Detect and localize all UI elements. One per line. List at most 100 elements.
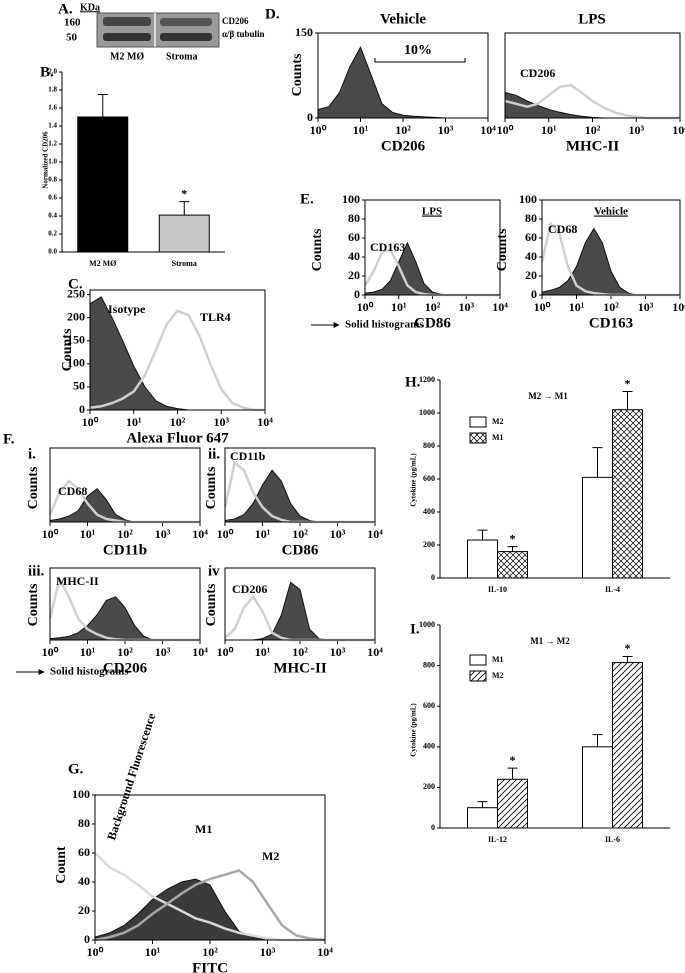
x-tick-label: 10¹ (569, 300, 585, 314)
marker-label: 50 (66, 32, 78, 44)
y-tick-label: 200 (67, 309, 85, 323)
y-axis-label: Count (54, 846, 69, 884)
plot-frame (224, 567, 376, 641)
y-axis-label: Counts (290, 53, 305, 96)
x-tick-label: 10⁰ (217, 527, 234, 541)
panel-label: ii. (208, 446, 220, 462)
y-tick-label: 100 (67, 356, 85, 370)
y-tick-label: 1200 (419, 375, 435, 384)
y-tick-label: 600 (423, 701, 435, 710)
y-axis-label: Counts (204, 466, 219, 509)
significance-mark: * (510, 531, 516, 545)
series-label: CD163 (370, 240, 405, 254)
significance-mark: * (510, 753, 516, 767)
panel-label: D. (265, 6, 280, 22)
x-axis-label: FITC (192, 960, 228, 973)
x-tick-label: 10³ (330, 645, 346, 659)
series-label: MHC-II (56, 574, 99, 588)
y-tick-label: 80 (78, 816, 90, 830)
y-tick-label: 600 (423, 474, 435, 483)
plot-frame (364, 199, 501, 296)
y-axis-label: Counts (310, 228, 325, 271)
x-tick-label: 10³ (155, 645, 171, 659)
histogram-area (317, 46, 488, 119)
y-tick-label: 0.4 (48, 212, 57, 220)
legend-swatch (469, 416, 487, 428)
y-tick-label: 20 (78, 903, 90, 917)
panel-label: E. (300, 191, 314, 207)
x-tick-label: 10² (292, 527, 308, 541)
x-tick-label: 10³ (213, 415, 229, 429)
y-tick-label: 250 (67, 286, 85, 300)
y-axis-label: Counts (26, 466, 41, 509)
bar (612, 409, 643, 579)
x-tick-label: 10² (117, 527, 133, 541)
y-tick-label: 100 (72, 787, 90, 801)
error-bar (592, 447, 603, 478)
x-tick-label: IL-12 (488, 835, 507, 844)
blot-band (160, 18, 212, 26)
x-tick-label: 10¹ (80, 527, 96, 541)
error-bar (507, 546, 518, 552)
y-tick-label: 0.6 (48, 194, 57, 202)
blot-panel: A. KDa 160 50 CD206 α/β tubulin M2 MØ St… (58, 1, 265, 62)
y-tick-label: 200 (423, 540, 435, 549)
y-tick-label: 1000 (419, 620, 435, 629)
y-axis-label: Normalized CD206 (42, 131, 50, 189)
x-tick-label: 10¹ (353, 123, 369, 137)
band-label: α/β tubulin (222, 29, 265, 39)
panel-label: C. (68, 276, 83, 292)
bar (467, 807, 498, 829)
x-axis-label: CD11b (103, 542, 147, 558)
legend-label: M2 (492, 671, 504, 680)
y-tick-label: 200 (423, 782, 435, 791)
x-axis-label: CD206 (381, 138, 426, 154)
y-tick-label: 1.8 (48, 86, 57, 94)
gate-marker (374, 58, 466, 63)
error-bar (592, 734, 603, 747)
x-tick-label: 10⁴ (480, 123, 496, 137)
y-tick-label: 0.8 (48, 176, 57, 184)
x-axis-label: CD86 (414, 315, 451, 331)
y-axis-label: Counts (26, 583, 41, 626)
blot-band (103, 33, 151, 41)
chart-title: Vehicle (594, 206, 628, 218)
blot-band (103, 17, 151, 26)
y-tick-label: 1.2 (48, 140, 57, 148)
y-tick-label: 400 (423, 507, 435, 516)
y-tick-label: 60 (348, 230, 360, 244)
plot-frame (89, 289, 266, 411)
x-tick-label: 10³ (260, 945, 276, 959)
x-tick-label: 10² (117, 645, 133, 659)
y-tick-label: 0 (307, 110, 313, 124)
series-label: CD11b (230, 449, 266, 463)
x-tick-label: 10² (202, 945, 218, 959)
series-label: M1 (195, 822, 212, 836)
x-tick-label: 10² (603, 300, 619, 314)
error-bar (622, 391, 633, 410)
y-tick-label: 0 (431, 573, 435, 582)
series-label: Isotype (108, 302, 146, 316)
x-tick-label: 10² (395, 123, 411, 137)
y-tick-label: 400 (423, 742, 435, 751)
histogram-area (541, 227, 680, 296)
plot-frame (49, 447, 201, 523)
y-axis-label: Cytokine (pg/mL) (410, 703, 418, 757)
x-tick-label: 10¹ (255, 527, 271, 541)
plot-frame (49, 567, 201, 641)
y-axis-label: Counts (495, 228, 510, 271)
plot-frame (541, 199, 681, 296)
y-tick-label: 60 (78, 845, 90, 859)
chart-title: LPS (578, 11, 606, 27)
x-tick-label: 10⁴ (192, 645, 208, 659)
x-axis-label: Alexa Fluor 647 (126, 430, 229, 446)
y-tick-label: 40 (525, 249, 537, 263)
panel-label: A. (58, 1, 73, 17)
x-tick-label: 10³ (155, 527, 171, 541)
y-tick-label: 60 (525, 230, 537, 244)
lane-label: Stroma (166, 51, 197, 62)
y-tick-label: 50 (73, 379, 85, 393)
chart-title: Vehicle (380, 11, 426, 27)
y-tick-label: 1.6 (48, 104, 57, 112)
x-tick-label: 10⁴ (317, 945, 333, 959)
